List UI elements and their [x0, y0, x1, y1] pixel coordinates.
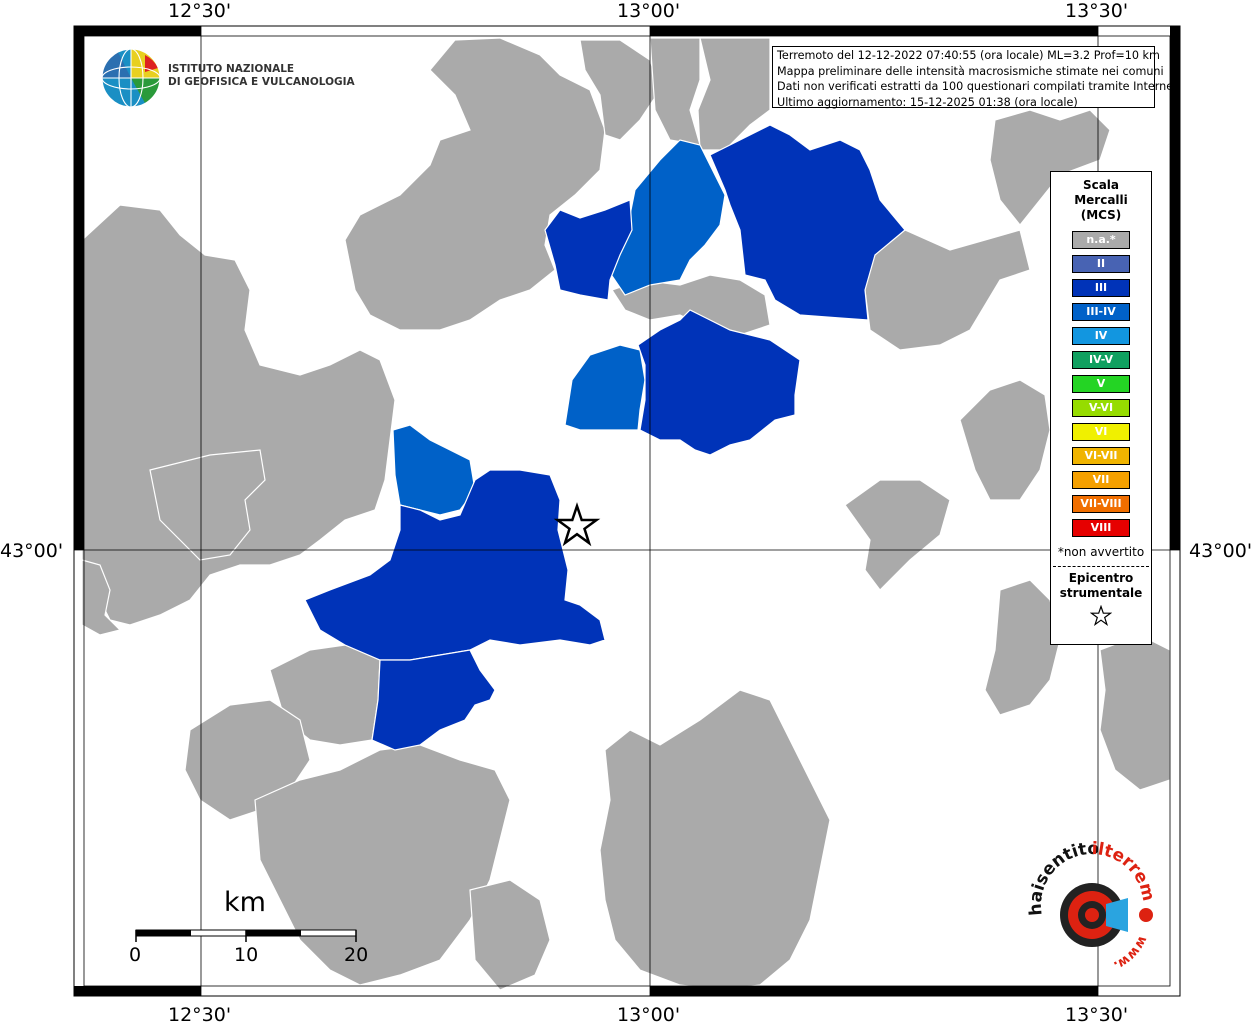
legend-item: n.a.* [1072, 231, 1130, 249]
region-east-3 [984, 579, 1061, 716]
legend-item: V [1072, 375, 1130, 393]
legend-title-line-3: (MCS) [1080, 208, 1122, 222]
legend-item: IV [1072, 327, 1130, 345]
region-north-tiny [649, 37, 701, 146]
legend-item: VII-VIII [1072, 495, 1130, 513]
legend-note: *non avvertito [1057, 545, 1145, 559]
region-west-small [81, 559, 122, 636]
area-intensity-III-center-east [637, 309, 801, 456]
lon-label-bottom-1: 12°30' [168, 1004, 232, 1026]
lon-label-top-2: 13°00' [617, 0, 681, 22]
legend-title-line-1: Scala [1082, 178, 1120, 192]
legend-epicenter-label: Epicentro strumentale [1051, 571, 1151, 601]
region-east-2 [844, 479, 951, 591]
scale-tick-0: 0 [129, 944, 142, 966]
region-south-small [469, 879, 551, 991]
legend-item: VII [1072, 471, 1130, 489]
scale-tick-10: 10 [234, 944, 259, 966]
region-northeast [859, 229, 1031, 351]
info-line-1: Terremoto del 12-12-2022 07:40:55 (ora l… [777, 49, 1160, 62]
region-north-small [579, 39, 661, 141]
lon-label-bottom-3: 13°30' [1065, 1004, 1129, 1026]
info-line-2: Mappa preliminare delle intensità macros… [777, 64, 1164, 78]
area-intensity-III-south [371, 649, 496, 751]
ingv-logo-icon [101, 48, 161, 108]
intensity-legend: Scala Mercalli (MCS) n.a.* II III III-IV IV I… [1050, 171, 1152, 645]
scale-tick-20: 20 [344, 944, 369, 966]
area-intensity-III-southwest [304, 469, 606, 661]
region-northeast-top [989, 109, 1111, 226]
lon-label-top-1: 12°30' [168, 0, 232, 22]
info-line-3: Dati non verificati estratti da 100 ques… [777, 80, 1182, 93]
municipalities-felt [304, 124, 906, 751]
lat-label-left: 43°00' [0, 540, 64, 562]
info-line-4: Ultimo aggiornamento: 15-12-2025 01:38 (… [777, 95, 1078, 109]
epicenter-star-icon [553, 502, 601, 547]
legend-item: VI [1072, 423, 1130, 441]
legend-items: n.a.* II III III-IV IV IV-V V V-VI VI VI-VII VII VI… [1051, 231, 1151, 537]
scale-unit: km [224, 887, 266, 918]
legend-title: Scala Mercalli (MCS) [1051, 178, 1151, 223]
region-west-inner [149, 449, 266, 561]
area-intensity-III-north-west [544, 199, 633, 301]
legend-epicenter-line-1: Epicentro [1068, 571, 1134, 585]
legend-item: VIII [1072, 519, 1130, 537]
institute-name: ISTITUTO NAZIONALE DI GEOFISICA E VULCAN… [168, 63, 355, 89]
area-intensity-III-IV-center [564, 344, 646, 431]
scale-bar [135, 929, 357, 942]
legend-item: IV-V [1072, 351, 1130, 369]
region-east-1 [959, 379, 1051, 501]
institute-line-2: DI GEOFISICA E VULCANOLOGIA [168, 76, 355, 88]
area-intensity-III-north-east [709, 124, 906, 321]
lat-label-right: 43°00' [1189, 540, 1253, 562]
region-southeast [599, 689, 831, 991]
municipalities-not-felt [81, 37, 1171, 991]
legend-title-line-2: Mercalli [1074, 193, 1128, 207]
institute-line-1: ISTITUTO NAZIONALE [168, 63, 295, 75]
legend-item: II [1072, 255, 1130, 273]
legend-star-icon [1051, 604, 1151, 631]
legend-item: III [1072, 279, 1130, 297]
legend-divider [1053, 566, 1149, 567]
lon-label-bottom-2: 13°00' [617, 1004, 681, 1026]
legend-item: III-IV [1072, 303, 1130, 321]
frame-border [73, 25, 1181, 997]
region-south-center [254, 744, 511, 986]
legend-item: VI-VII [1072, 447, 1130, 465]
legend-item: V-VI [1072, 399, 1130, 417]
area-intensity-III-IV-north [607, 139, 726, 296]
legend-epicenter-line-2: strumentale [1059, 586, 1143, 600]
lon-label-top-3: 13°30' [1065, 0, 1129, 22]
event-info-box: Terremoto del 12-12-2022 07:40:55 (ora l… [772, 46, 1182, 109]
